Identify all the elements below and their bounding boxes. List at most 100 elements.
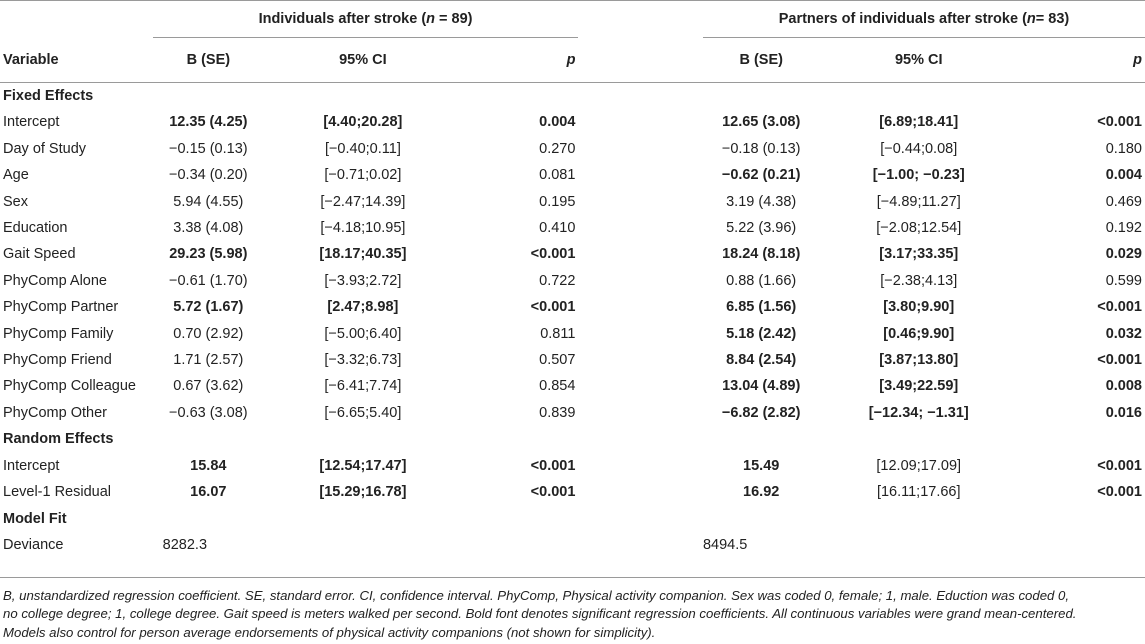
table-row: Intercept 15.84 [12.54;17.47] <0.001 15.49 [1… [0, 453, 1145, 479]
cell-ci-partners: [−2.08;12.54] [876, 220, 962, 237]
table-row: PhyComp Other −0.63 (3.08) [−6.65;5.40] 0.8… [0, 400, 1145, 426]
table-row: Age −0.34 (0.20) [−0.71;0.02] 0.081 −0.62 (0… [0, 162, 1145, 188]
cell-gap [578, 294, 703, 320]
cell-p-individuals: <0.001 [530, 457, 576, 474]
cell-variable: PhyComp Alone [3, 272, 107, 289]
cell-b-se-individuals: 1.71 (2.57) [173, 352, 244, 369]
footnote-line-3: Models also control for person average e… [3, 624, 656, 640]
table-row: Day of Study −0.15 (0.13) [−0.40;0.11] 0.27… [0, 136, 1145, 162]
cell-variable: PhyComp Family [3, 325, 114, 342]
cell-ci-partners: [3.49;22.59] [879, 378, 959, 395]
table-row: PhyComp Colleague 0.67 (3.62) [−6.41;7.74]… [0, 373, 1145, 399]
bottom-rule [0, 577, 1145, 578]
cell-ci-partners: [3.87;13.80] [879, 352, 959, 369]
cell-variable: PhyComp Colleague [3, 378, 136, 395]
cell-gap [578, 321, 703, 347]
cell-gap [578, 268, 703, 294]
cell-ci-individuals: [18.17;40.35] [319, 246, 407, 263]
table-row: PhyComp Family 0.70 (2.92) [−5.00;6.40] 0.8… [0, 321, 1145, 347]
cell-ci-individuals: [−5.00;6.40] [324, 325, 402, 342]
cell-gap [578, 109, 703, 135]
footnote-line-1: B, unstandardized regression coefficient… [3, 588, 1070, 603]
col-p-partners: p [1018, 38, 1145, 83]
cell-variable: PhyComp Friend [3, 352, 112, 369]
cell-b-se-individuals: 0.67 (3.62) [173, 378, 244, 395]
cell-ci-partners: [12.09;17.09] [876, 457, 962, 474]
cell-b-se-individuals: 16.07 [190, 484, 227, 501]
cell-b-se-individuals: −0.63 (3.08) [169, 404, 248, 421]
cell-p-partners [1018, 532, 1145, 558]
cell-p-individuals: 0.081 [539, 167, 576, 184]
table-row: PhyComp Alone −0.61 (1.70) [−3.93;2.72] 0.7… [0, 268, 1145, 294]
cell-ci-partners [819, 532, 1018, 558]
cell-p-partners: 0.008 [1105, 378, 1142, 395]
cell-p-partners: 0.032 [1105, 325, 1142, 342]
col-ci-individuals: 95% CI [264, 38, 462, 83]
cell-b-se-individuals: 0.70 (2.92) [173, 325, 244, 342]
cell-ci-individuals: [−2.47;14.39] [320, 193, 406, 210]
cell-p-partners: 0.192 [1105, 220, 1142, 237]
cell-b-se-partners: 5.22 (3.96) [726, 220, 797, 237]
cell-variable: PhyComp Partner [3, 299, 119, 316]
cell-variable: Deviance [3, 536, 64, 553]
cell-b-se-individuals: −0.61 (1.70) [169, 272, 248, 289]
cell-b-se-partners: 5.18 (2.42) [726, 325, 797, 342]
cell-variable: Education [3, 220, 68, 237]
cell-b-se-individuals: 12.35 (4.25) [169, 114, 248, 131]
cell-p-individuals: <0.001 [530, 484, 576, 501]
cell-p-individuals: 0.722 [539, 272, 576, 289]
table-row: Deviance 8282.3 8494.5 [0, 532, 1145, 558]
cell-p-individuals: <0.001 [530, 299, 576, 316]
cell-variable: Gait Speed [3, 246, 76, 263]
cell-ci-partners: [−0.44;0.08] [880, 140, 958, 157]
cell-gap [578, 189, 703, 215]
cell-p-individuals: 0.854 [539, 378, 576, 395]
cell-variable: Level-1 Residual [3, 484, 112, 501]
group-header-empty [0, 0, 153, 38]
cell-ci-partners: [−2.38;4.13] [880, 272, 958, 289]
cell-p-partners: <0.001 [1097, 299, 1142, 316]
cell-p-partners: 0.029 [1105, 246, 1142, 263]
cell-ci-partners: [3.17;33.35] [879, 246, 959, 263]
cell-b-se-individuals: −0.34 (0.20) [169, 167, 248, 184]
top-rule [0, 0, 1145, 1]
cell-p-partners: 0.469 [1105, 193, 1142, 210]
cell-ci-partners: [16.11;17.66] [876, 484, 961, 501]
cell-b-se-partners: 3.19 (4.38) [726, 193, 797, 210]
cell-ci-individuals: [−6.41;7.74] [324, 378, 402, 395]
section-fixed-effects: Fixed Effects [3, 88, 94, 104]
cell-b-se-individuals: 29.23 (5.98) [169, 246, 248, 263]
cell-p-individuals: 0.839 [539, 404, 576, 421]
table-row: PhyComp Partner 5.72 (1.67) [2.47;8.98] <0.… [0, 294, 1145, 320]
col-b-se-individuals: B (SE) [152, 38, 264, 83]
cell-b-se-partners: 15.49 [743, 457, 780, 474]
random-effects-rows: Intercept 15.84 [12.54;17.47] <0.001 15.49 [1… [0, 453, 1145, 506]
cell-gap [578, 373, 703, 399]
cell-ci-partners: [−4.89;11.27] [876, 193, 961, 210]
group-header-row: Individuals after stroke (n = 89) Partne… [0, 0, 1145, 38]
section-model-fit: Model Fit [3, 510, 67, 527]
cell-ci-individuals: [−0.40;0.11] [324, 140, 401, 157]
cell-p-individuals: 0.195 [539, 193, 576, 210]
cell-p-individuals: 0.811 [540, 325, 576, 342]
cell-b-se-partners: 8494.5 [702, 536, 748, 553]
cell-ci-individuals: [−4.18;10.95] [320, 220, 406, 237]
cell-p-partners: 0.599 [1105, 272, 1142, 289]
cell-p-partners: 0.016 [1105, 404, 1142, 421]
regression-table: Individuals after stroke (n = 89) Partne… [0, 0, 1145, 558]
cell-b-se-partners: 18.24 (8.18) [722, 246, 801, 263]
table-row: Sex 5.94 (4.55) [−2.47;14.39] 0.195 3.19 (4.… [0, 189, 1145, 215]
cell-b-se-partners: 16.92 [743, 484, 780, 501]
cell-variable: Day of Study [3, 140, 87, 157]
cell-ci-individuals: [12.54;17.47] [319, 457, 407, 474]
cell-ci-partners: [3.80;9.90] [883, 299, 955, 316]
cell-p-individuals: <0.001 [530, 246, 576, 263]
cell-b-se-partners: 0.88 (1.66) [726, 272, 797, 289]
cell-b-se-partners: −0.62 (0.21) [721, 167, 801, 184]
cell-variable: Age [3, 167, 29, 184]
table-row: PhyComp Friend 1.71 (2.57) [−3.32;6.73] 0.5… [0, 347, 1145, 373]
cell-p-individuals: 0.270 [539, 140, 576, 157]
cell-p-partners: <0.001 [1097, 114, 1142, 131]
cell-ci-individuals: [−3.32;6.73] [324, 352, 402, 369]
cell-b-se-individuals: 3.38 (4.08) [173, 220, 244, 237]
